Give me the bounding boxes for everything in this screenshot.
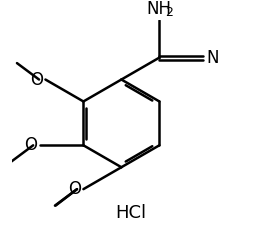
Text: N: N [207,49,219,67]
Text: O: O [24,136,37,154]
Text: O: O [30,71,43,89]
Text: O: O [68,180,81,198]
Text: NH: NH [146,0,171,18]
Text: 2: 2 [165,7,173,19]
Text: HCl: HCl [115,204,146,222]
